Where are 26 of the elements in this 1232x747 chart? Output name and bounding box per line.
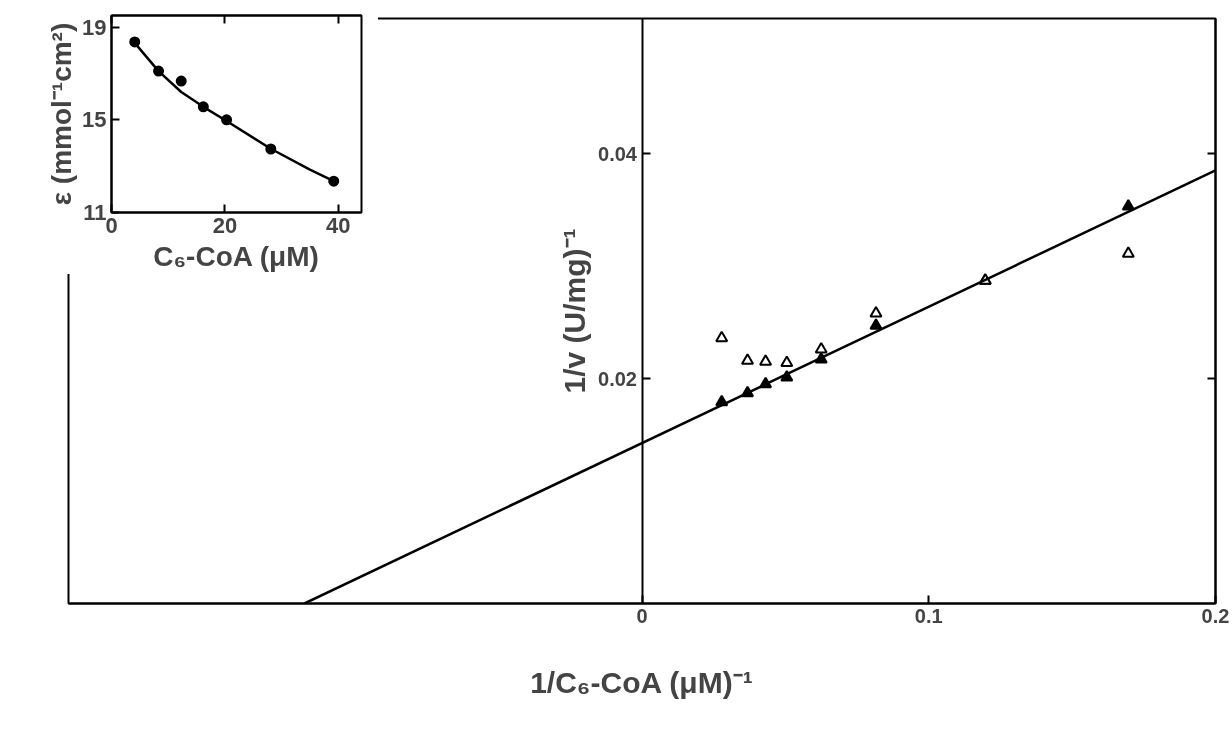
point	[175, 75, 187, 87]
x-axis-title: C₆-CoA (μM)	[153, 240, 319, 272]
y-axis-title: ε (mmol⁻¹cm²)	[46, 22, 78, 206]
x-tick-label: 40	[326, 212, 351, 238]
y-axis-title: 1/v (U/mg)⁻¹	[557, 228, 591, 394]
point	[759, 354, 773, 366]
point	[814, 341, 828, 354]
x-tick-label: 0.2	[1201, 604, 1230, 627]
x-axis-title: 1/C₆-CoA (μM)⁻¹	[530, 665, 753, 699]
point	[869, 305, 883, 318]
y-tick-label: 0.02	[598, 367, 638, 390]
point	[129, 36, 141, 48]
y-tick-label: 0.04	[598, 142, 638, 165]
point	[869, 318, 883, 330]
point	[715, 330, 729, 343]
point	[1121, 246, 1135, 258]
y-tick-label: 19	[82, 14, 107, 40]
y-tick-label: 15	[82, 107, 107, 133]
x-tick-label: 20	[212, 212, 238, 238]
y-tick-label: 11	[83, 200, 107, 225]
point	[741, 353, 755, 365]
x-tick-label: 0	[105, 212, 118, 238]
x-tick-label: 0	[636, 604, 648, 627]
point	[780, 355, 794, 367]
x-tick-label: 0.1	[914, 604, 943, 627]
point	[1121, 199, 1135, 211]
